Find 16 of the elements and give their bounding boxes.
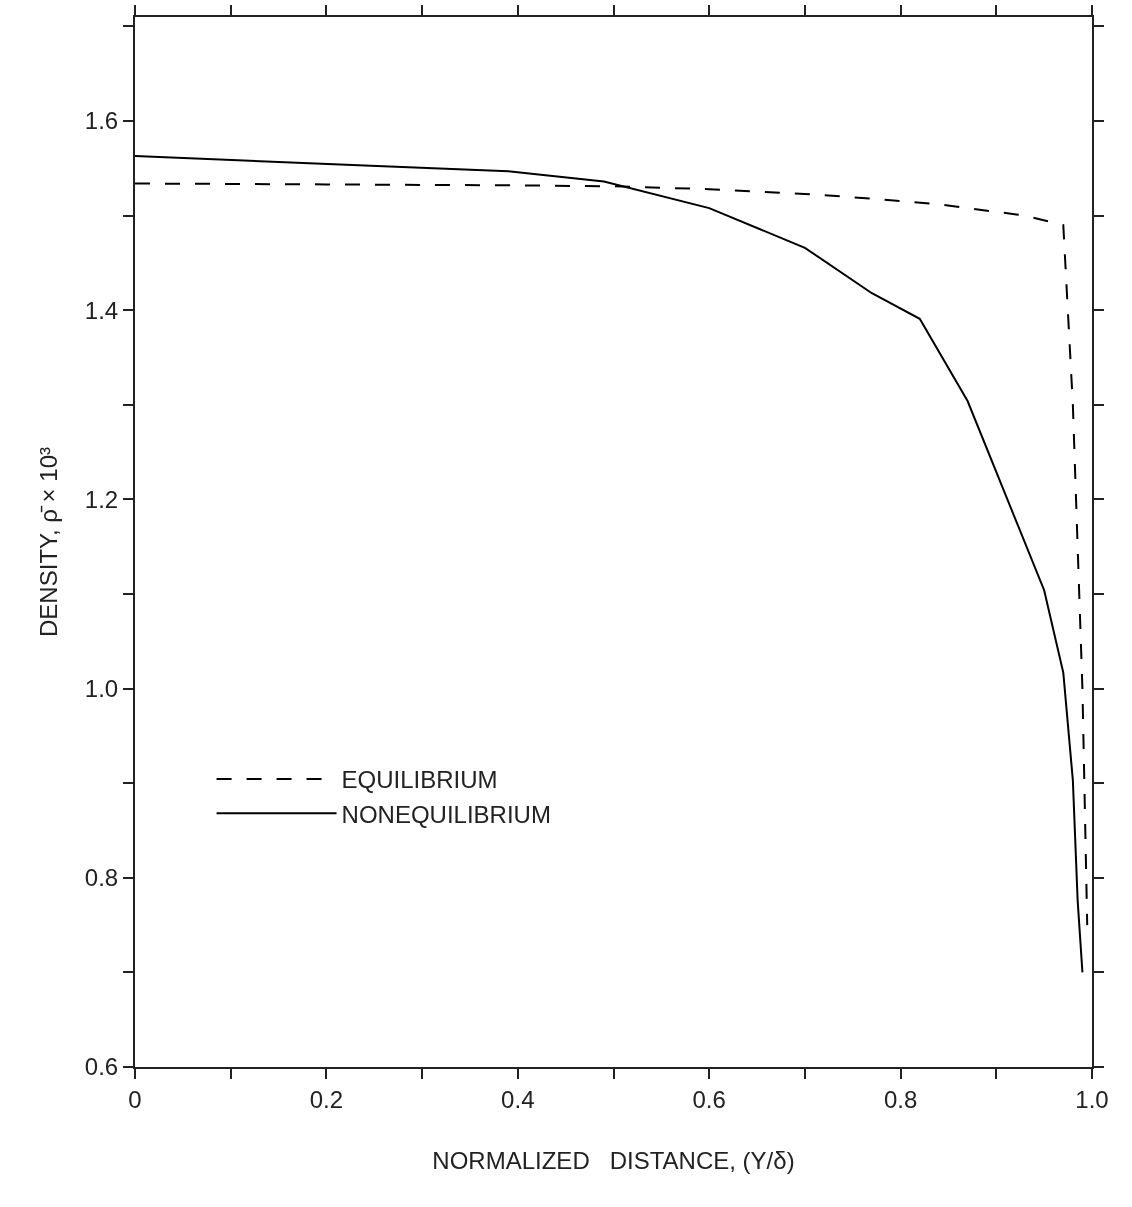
y-tick-label: 1.6 [84, 107, 119, 135]
y-axis-title: DENSITY, ρ̄ × 10³ [35, 447, 63, 637]
x-tick-label: 1.0 [1075, 1085, 1109, 1113]
x-tick-label: 0.2 [309, 1085, 344, 1113]
x-tick-label: 0 [128, 1085, 142, 1113]
y-tick-label: 1.0 [84, 675, 119, 703]
x-tick-label: 0.8 [883, 1085, 918, 1113]
y-tick-label: 1.4 [84, 296, 119, 324]
legend-label: EQUILIBRIUM [341, 766, 498, 794]
x-axis-title: NORMALIZED DISTANCE, (Y/δ) [432, 1146, 795, 1174]
legend-label: NONEQUILIBRIUM [341, 800, 551, 828]
y-tick-label: 0.8 [84, 864, 119, 892]
x-tick-label: 0.4 [501, 1085, 535, 1113]
y-tick-label: 0.6 [84, 1053, 119, 1081]
y-tick-label: 1.2 [84, 485, 119, 513]
x-tick-label: 0.6 [692, 1085, 726, 1113]
